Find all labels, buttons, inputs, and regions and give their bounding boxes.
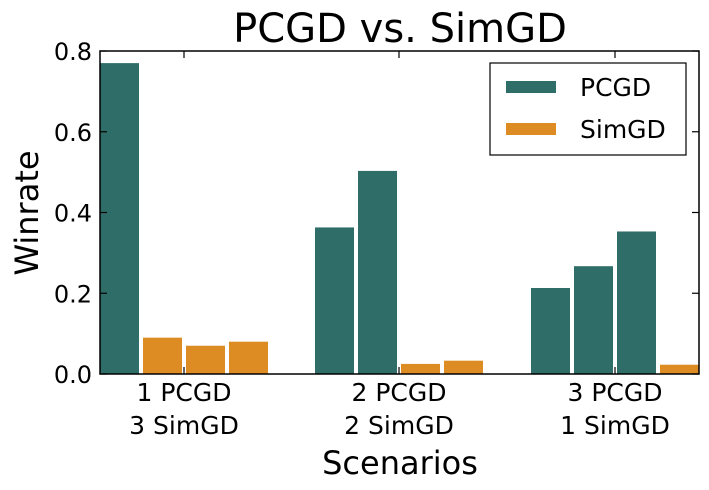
chart-title: PCGD vs. SimGD — [233, 6, 567, 52]
x-tick-label: 2 PCGD — [351, 378, 446, 407]
bar-simgd-group1-4 — [229, 341, 268, 374]
y-tick-label: 0.8 — [54, 38, 92, 66]
legend-swatch-simgd — [506, 123, 556, 135]
y-tick-label: 0.4 — [54, 200, 92, 228]
legend-label-simgd: SimGD — [580, 115, 666, 144]
bars-layer — [100, 63, 699, 375]
legend: PCGD SimGD — [489, 62, 687, 156]
bar-pcgd-group1-1 — [100, 63, 139, 375]
y-tick-label: 0.2 — [54, 280, 92, 308]
x-tick-label: 3 PCGD — [567, 378, 662, 407]
bar-simgd-group1-3 — [186, 345, 225, 374]
x-tick-label: 1 SimGD — [560, 411, 670, 440]
x-axis-label: Scenarios — [322, 444, 478, 482]
y-axis-label: Winrate — [8, 150, 46, 275]
bar-pcgd-group3-2 — [574, 266, 613, 374]
plot-frame — [99, 50, 700, 375]
ticks-layer: 0.0 0.2 0.4 0.6 0.8 1 PCGD 3 SimGD 2 PCGD 2 SimG… — [54, 38, 699, 440]
x-tick-label: 3 SimGD — [129, 411, 239, 440]
x-tick-label: 2 SimGD — [344, 411, 454, 440]
bar-simgd-group1-2 — [143, 337, 182, 374]
legend-box — [489, 62, 687, 156]
x-tick-label: 1 PCGD — [136, 378, 231, 407]
bar-simgd-group2-4 — [444, 360, 483, 374]
bar-pcgd-group3-1 — [531, 288, 570, 374]
bar-pcgd-group2-2 — [358, 170, 397, 374]
legend-swatch-pcgd — [506, 81, 556, 93]
bar-pcgd-group3-3 — [617, 231, 656, 374]
bar-simgd-group2-3 — [401, 363, 440, 374]
legend-label-pcgd: PCGD — [580, 73, 651, 102]
y-tick-label: 0.6 — [54, 119, 92, 147]
bar-pcgd-group2-1 — [315, 227, 354, 374]
bar-simgd-group3-4 — [660, 364, 699, 374]
y-tick-label: 0.0 — [54, 361, 92, 389]
